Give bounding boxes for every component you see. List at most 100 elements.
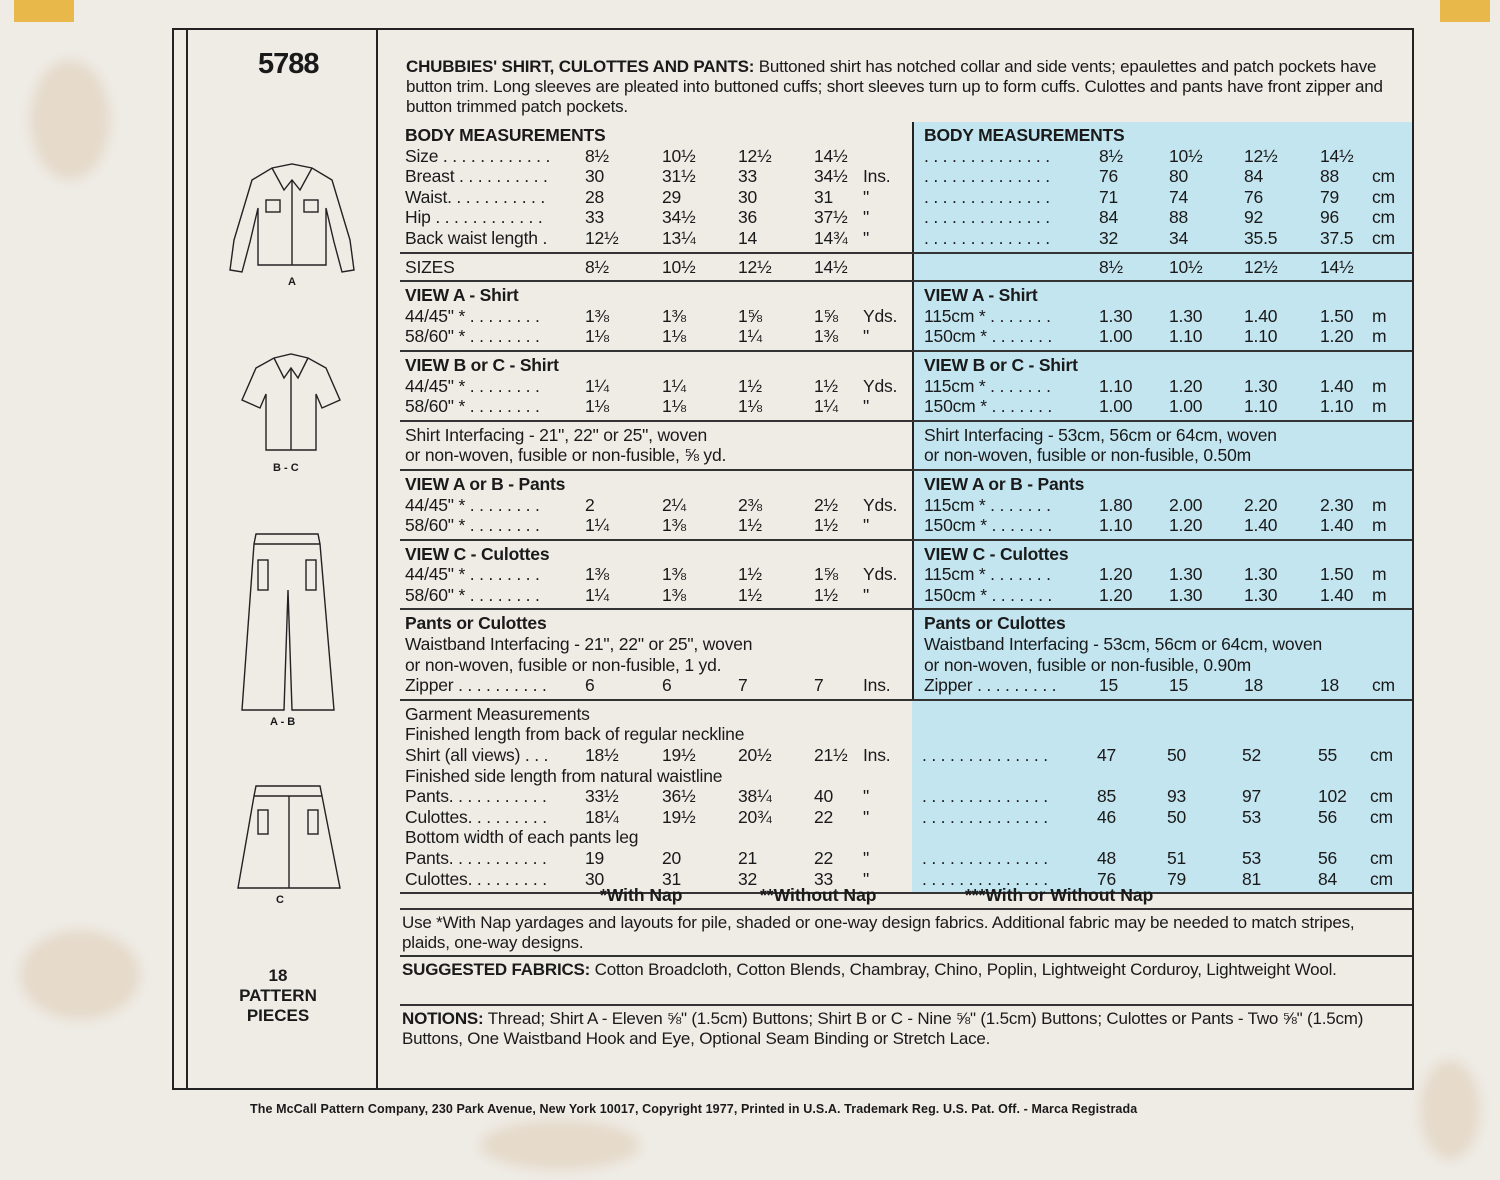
table-row: 58/60" * . . . . . . . . 1⅛ 1⅛ 1⅛ 1¼ " bbox=[405, 396, 912, 417]
view-label: A bbox=[288, 276, 296, 288]
metric-column: VIEW B or C - Shirt 115cm * . . . . . . .… bbox=[912, 351, 1412, 420]
table-row: 8½ 10½ 12½ 14½ bbox=[924, 257, 1412, 278]
row-label: 44/45" * . . . . . . . . bbox=[405, 564, 540, 585]
size-value: 76 bbox=[1097, 868, 1117, 889]
unit-label: cm bbox=[1372, 186, 1395, 207]
imperial-column: Garment Measurements Finished length from… bbox=[400, 701, 912, 892]
section-heading: BODY MEASUREMENTS bbox=[405, 125, 606, 145]
nap-note: Use *With Nap yardages and layouts for p… bbox=[402, 913, 1355, 952]
pieces-label: PIECES bbox=[246, 1006, 310, 1025]
size-value: 14½ bbox=[1320, 256, 1354, 277]
size-value: 8½ bbox=[585, 145, 609, 166]
table-row: Shirt Interfacing - 21", 22" or 25", wov… bbox=[405, 425, 912, 446]
size-value: 33 bbox=[738, 166, 758, 187]
size-value: 50 bbox=[1167, 806, 1187, 827]
size-value: 38¼ bbox=[738, 786, 772, 807]
table-row: Shirt Interfacing - 53cm, 56cm or 64cm, … bbox=[924, 425, 1412, 446]
size-value: 71 bbox=[1099, 186, 1119, 207]
table-row: Culottes. . . . . . . . . 18¼ 19½ 20¾ 22 " bbox=[405, 807, 912, 828]
size-value: 10½ bbox=[1169, 145, 1203, 166]
size-value: 14¾ bbox=[814, 227, 848, 248]
size-value: 20 bbox=[662, 848, 682, 868]
size-value: 10½ bbox=[1169, 256, 1203, 277]
table-row: . . . . . . . . . . . . . . 76 79 81 84 cm bbox=[922, 869, 1412, 890]
long-sleeve-shirt-drawing bbox=[229, 163, 355, 273]
row-label: Culottes. . . . . . . . . bbox=[405, 868, 547, 889]
size-value: 1.30 bbox=[1244, 375, 1278, 396]
size-value: 29 bbox=[662, 186, 682, 207]
short-sleeve-shirt-drawing bbox=[241, 353, 341, 451]
unit-label: " bbox=[863, 515, 870, 536]
size-value: 31 bbox=[662, 868, 682, 889]
note-text: Waistband Interfacing - 21", 22" or 25",… bbox=[405, 634, 753, 655]
metric-column: . . . . . . . . . . . . . . 47 50 52 55 cm. .… bbox=[912, 700, 1412, 893]
section-pants-or-culottes: Pants or Culottes Waistband Interfacing -… bbox=[400, 610, 1412, 701]
size-value: 1.40 bbox=[1320, 584, 1354, 605]
unit-label: m bbox=[1372, 326, 1387, 347]
row-label: Zipper . . . . . . . . . . bbox=[405, 675, 547, 696]
section-heading: VIEW A - Shirt bbox=[924, 285, 1038, 306]
section-view-a-shirt: VIEW A - Shirt 44/45" * . . . . . . . . 1⅜… bbox=[400, 282, 1412, 352]
unit-label: cm bbox=[1372, 207, 1395, 228]
unit-label: " bbox=[863, 806, 870, 827]
section-view-ab-pants: VIEW A or B - Pants 44/45" * . . . . . . … bbox=[400, 470, 1412, 541]
notions-label: NOTIONS: bbox=[402, 1009, 484, 1028]
section-view-c-culottes: VIEW C - Culottes 44/45" * . . . . . . . … bbox=[400, 540, 1412, 611]
table-row: 115cm * . . . . . . . 1.80 2.00 2.20 2.30 m bbox=[924, 495, 1412, 516]
stain bbox=[30, 60, 110, 180]
size-value: 1½ bbox=[738, 375, 762, 396]
table-row: 44/45" * . . . . . . . . 1¼ 1¼ 1½ 1½ Yds. bbox=[405, 376, 912, 397]
table-row: VIEW B or C - Shirt bbox=[405, 355, 912, 376]
size-value: 1⅜ bbox=[585, 564, 609, 585]
unit-label: m bbox=[1372, 494, 1387, 515]
imperial-column: SIZES 8½ 10½ 12½ 14½ bbox=[400, 254, 912, 281]
table-row: 44/45" * . . . . . . . . 1⅜ 1⅜ 1⅝ 1⅝ Yds. bbox=[405, 306, 912, 327]
size-value: 1.10 bbox=[1244, 396, 1278, 417]
size-value: 1⅜ bbox=[814, 326, 838, 347]
table-row bbox=[922, 724, 1412, 745]
table-row: 58/60" * . . . . . . . . 1⅛ 1⅛ 1¼ 1⅜ " bbox=[405, 326, 912, 347]
imperial-column: VIEW C - Culottes 44/45" * . . . . . . . … bbox=[400, 541, 912, 609]
table-row: VIEW B or C - Shirt bbox=[924, 355, 1412, 376]
size-value: 15 bbox=[1099, 675, 1119, 696]
imperial-column: Pants or Culottes Waistband Interfacing -… bbox=[400, 610, 912, 698]
table-row: BODY MEASUREMENTS bbox=[924, 125, 1412, 146]
size-value: 81 bbox=[1242, 868, 1262, 889]
row-label: 150cm * . . . . . . . bbox=[924, 396, 1053, 417]
size-value: 1.10 bbox=[1320, 396, 1354, 417]
row-label: 58/60" * . . . . . . . . bbox=[405, 396, 540, 417]
size-value: 53 bbox=[1242, 848, 1262, 868]
fabrics-label: SUGGESTED FABRICS: bbox=[402, 960, 591, 979]
stain bbox=[20, 930, 140, 1020]
envelope-flap-edge bbox=[1440, 0, 1490, 22]
row-label: Hip . . . . . . . . . . . . bbox=[405, 207, 543, 228]
size-value: 1.50 bbox=[1320, 564, 1354, 585]
size-value: 12½ bbox=[738, 145, 772, 166]
table-row: Pants. . . . . . . . . . . 33½ 36½ 38¼ 40 " bbox=[405, 786, 912, 807]
size-value: 30 bbox=[585, 868, 605, 889]
size-value: 1⅝ bbox=[814, 564, 838, 585]
size-value: 37.5 bbox=[1320, 227, 1354, 248]
table-row: Waist. . . . . . . . . . . 28 29 30 31 " bbox=[405, 187, 912, 208]
table-row: Waistband Interfacing - 21", 22" or 25",… bbox=[405, 634, 912, 655]
section-shirt-interfacing: Shirt Interfacing - 21", 22" or 25", wov… bbox=[400, 421, 1412, 471]
size-value: 1.10 bbox=[1099, 375, 1133, 396]
size-value: 1¼ bbox=[585, 584, 609, 605]
row-label: Back waist length . bbox=[405, 227, 548, 248]
table-row: 150cm * . . . . . . . 1.20 1.30 1.30 1.40 m bbox=[924, 585, 1412, 606]
size-value: 51 bbox=[1167, 848, 1187, 868]
table-row: . . . . . . . . . . . . . . 76 80 84 88 cm bbox=[924, 166, 1412, 187]
size-value: 28 bbox=[585, 186, 605, 207]
size-value: 55 bbox=[1318, 745, 1338, 766]
views-column bbox=[186, 28, 378, 1090]
table-row: VIEW A or B - Pants bbox=[924, 474, 1412, 495]
table-row: or non-woven, fusible or non-fusible, ⅝ … bbox=[405, 445, 912, 466]
section-view-bc-shirt: VIEW B or C - Shirt 44/45" * . . . . . . … bbox=[400, 351, 1412, 422]
note-text: or non-woven, fusible or non-fusible, ⅝ … bbox=[405, 445, 727, 466]
unit-label: Yds. bbox=[863, 305, 898, 326]
without-nap-label: **Without Nap bbox=[760, 885, 877, 905]
size-value: 52 bbox=[1242, 745, 1262, 766]
unit-label: cm bbox=[1370, 868, 1393, 889]
size-value: 84 bbox=[1318, 868, 1338, 889]
unit-label: cm bbox=[1372, 227, 1395, 248]
